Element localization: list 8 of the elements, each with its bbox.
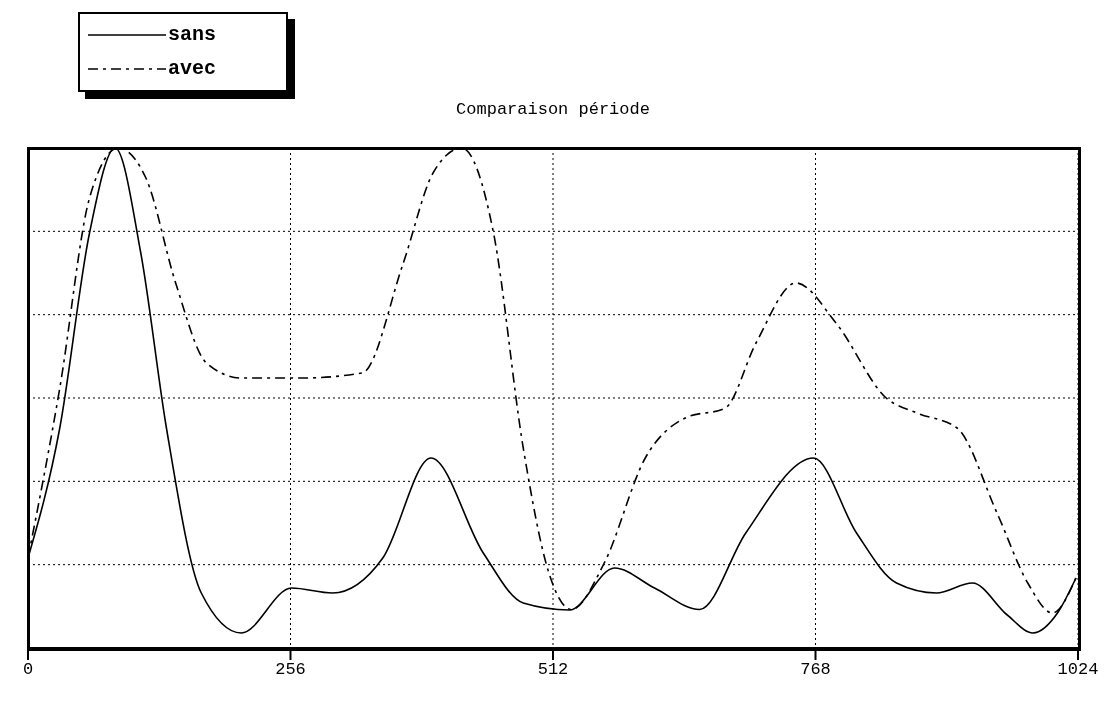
- x-tick-label: 0: [22, 660, 34, 680]
- x-tick-label: 256: [275, 660, 306, 680]
- legend-label: sans: [168, 22, 217, 48]
- x-tick-label: 512: [537, 660, 569, 680]
- legend-label: avec: [168, 56, 217, 82]
- x-tick-label: 768: [800, 660, 831, 680]
- chart-title: Comparaison période: [455, 100, 651, 119]
- x-tick-label: 1024: [1057, 660, 1099, 680]
